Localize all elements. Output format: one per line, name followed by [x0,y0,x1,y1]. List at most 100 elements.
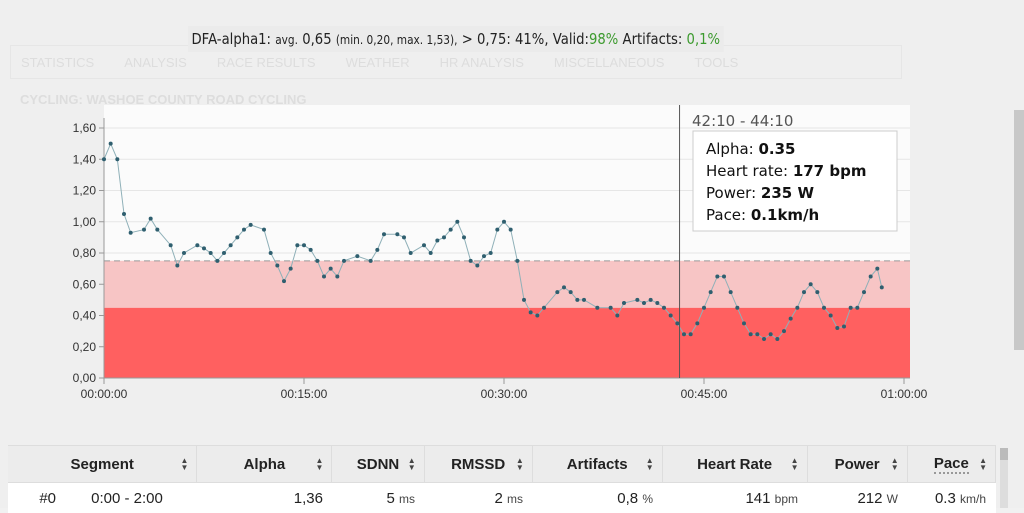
data-point [762,336,766,341]
table-scrollbar[interactable] [1000,448,1008,508]
data-point [655,301,660,305]
zone-band [104,307,910,378]
data-point [855,305,860,310]
data-point [622,301,626,305]
column-header-pace[interactable]: Pace ▲ ▼ [908,446,996,482]
tooltip-label: Power: [706,184,761,202]
data-point [235,235,240,240]
table-row: #0 0:00 - 2:00 1,36 5 ms 2 ms 0,8 % 141 … [8,483,996,513]
data-point [268,251,273,255]
data-point [155,227,160,232]
cell-artifacts: 0,8 % [617,489,653,507]
data-point [728,290,733,295]
sort-icon[interactable]: ▲ ▼ [180,456,189,472]
cell-range: 0:00 - 2:00 [91,489,163,507]
column-header-rmssd[interactable]: RMSSD ▲ ▼ [425,446,533,482]
sort-icon[interactable]: ▲ ▼ [645,456,654,472]
data-point [868,274,873,279]
column-header-alpha[interactable]: Alpha ▲ ▼ [197,446,333,482]
data-point [648,297,653,302]
sort-icon[interactable]: ▲ ▼ [515,456,524,472]
data-point [522,297,526,302]
data-point [542,305,546,310]
range-value: (min. 0,20, max. 1,53), [335,33,458,47]
cell-rmssd: 2 ms [494,489,523,507]
data-point [482,254,486,259]
sort-icon[interactable]: ▲ ▼ [979,456,987,472]
data-point [828,313,833,318]
data-point [862,290,866,295]
tooltip-row: Alpha: 0.35 [706,140,796,158]
sort-icon[interactable]: ▲ ▼ [315,456,324,472]
cell-power: 212 W [857,489,898,507]
column-header-label: Pace [933,454,969,474]
data-point [748,332,753,337]
data-point [515,258,520,263]
tooltip-label: Alpha: [706,140,758,158]
cell-pace: 0.3 km/h [934,489,986,507]
x-tick-label: 00:30:00 [481,387,528,401]
column-header-heart-rate[interactable]: Heart Rate ▲ ▼ [663,446,808,482]
data-point [288,266,293,271]
column-header-artifacts[interactable]: Artifacts ▲ ▼ [533,446,663,482]
y-tick-label: 0,80 [73,246,97,260]
column-header-segment[interactable]: Segment ▲ ▼ [8,446,198,482]
y-tick-label: 0,20 [73,340,97,354]
data-point [128,230,133,235]
summary-label: DFA-alpha1: [191,30,272,48]
sort-icon[interactable]: ▲ ▼ [890,456,899,472]
x-tick-label: 01:00:00 [881,387,928,401]
data-point [368,258,373,263]
data-point [402,235,406,240]
data-point [495,227,500,232]
tooltip-value: 0.1km/h [751,206,819,224]
column-header-label: Power [834,455,880,473]
data-point [228,243,233,248]
data-point [435,238,440,243]
data-point [615,313,620,318]
data-point [142,227,146,232]
data-point [815,290,820,295]
column-header-label: Alpha [243,455,286,473]
data-point [675,321,680,326]
tooltip-box [692,130,898,232]
table-header: Segment ▲ ▼ Alpha ▲ ▼ SDNN ▲ ▼ RMSSD ▲ ▼ Artifacts ▲ ▼… [8,445,996,483]
valid-label: Valid: [552,30,590,48]
data-point [775,336,780,341]
data-point [662,305,666,310]
data-point [742,321,746,326]
column-header-power[interactable]: Power ▲ ▼ [808,446,908,482]
data-point [448,227,453,232]
data-point [335,274,340,279]
data-point [422,243,426,248]
data-point [668,313,673,318]
sort-icon[interactable]: ▲ ▼ [790,456,799,472]
column-header-sdnn[interactable]: SDNN ▲ ▼ [332,446,425,482]
threshold-value: > 0,75: 41%, [461,30,549,48]
data-point [808,282,813,287]
data-point [455,219,460,224]
data-point [182,251,186,255]
y-tick-label: 0,60 [73,277,97,291]
y-tick-label: 0,40 [73,309,97,323]
tooltip-label: Heart rate: [706,162,793,180]
data-point [115,157,120,162]
data-point [175,263,180,268]
data-point [582,297,586,302]
data-point [102,157,106,162]
data-point [208,251,213,255]
data-point [535,313,540,318]
data-point [242,227,246,232]
y-tick-label: 1,20 [73,184,97,198]
data-point [555,290,560,295]
dfa-alpha-chart: 0,00 0,20 0,40 0,60 0,80 1,00 1,20 1,40 1,60 00:0… [73,105,928,401]
background-nav-item: STATISTICS [21,54,95,70]
data-point [875,266,880,271]
y-tick-label: 1,40 [73,152,97,166]
sort-icon[interactable]: ▲ ▼ [407,456,416,472]
data-point [595,305,600,310]
page-scrollbar[interactable] [1014,110,1024,350]
data-point [708,290,713,295]
data-point [688,332,693,337]
valid-value: 98% [589,30,619,48]
